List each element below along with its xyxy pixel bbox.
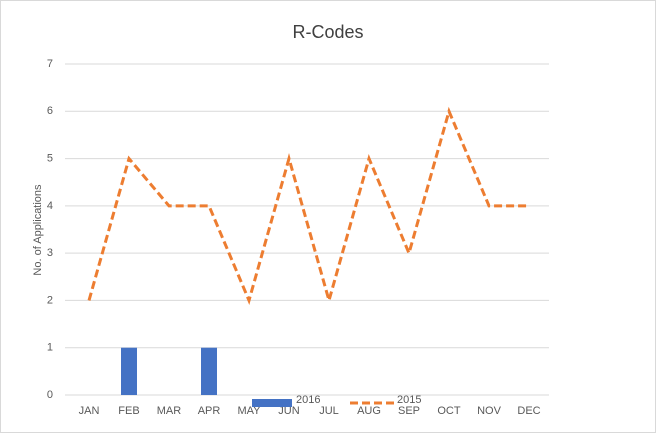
x-tick-label: SEP — [398, 405, 420, 417]
x-tick-label: MAY — [237, 405, 261, 417]
x-tick-label: JAN — [79, 405, 100, 417]
bar — [121, 347, 137, 395]
line — [87, 106, 529, 306]
x-tick-label: JUN — [278, 405, 299, 417]
y-axis-label: No. of Applications — [32, 184, 44, 276]
y-tick-label: 2 — [47, 294, 53, 306]
x-tick-label: AUG — [357, 405, 381, 417]
x-tick-label: OCT — [437, 405, 461, 417]
legend-label: 2016 — [296, 394, 320, 406]
y-tick-label: 5 — [47, 152, 53, 164]
x-tick-label: FEB — [118, 405, 139, 417]
bar — [201, 347, 217, 395]
x-tick-label: MAR — [157, 405, 182, 417]
y-tick-label: 7 — [47, 58, 53, 70]
chart-title: R-Codes — [292, 22, 363, 42]
y-tick-label: 1 — [47, 342, 53, 354]
x-tick-label: NOV — [477, 405, 502, 417]
x-tick-label: JUL — [319, 405, 339, 417]
y-tick-label: 6 — [47, 105, 53, 117]
x-tick-label: APR — [198, 405, 221, 417]
legend-swatch — [252, 399, 292, 407]
legend-label: 2015 — [397, 394, 421, 406]
y-tick-label: 4 — [47, 200, 53, 212]
y-tick-label: 0 — [47, 389, 53, 401]
x-tick-label: DEC — [517, 405, 540, 417]
y-tick-label: 3 — [47, 247, 53, 259]
